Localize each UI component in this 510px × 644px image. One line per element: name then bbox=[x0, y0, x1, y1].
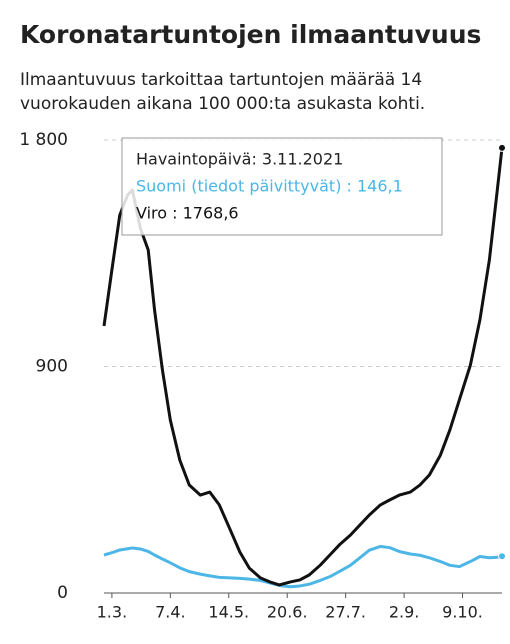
subtitle: vuorokauden aikana 100 000:ta asukasta k… bbox=[20, 94, 425, 114]
y-tick-label: 1 800 bbox=[19, 130, 68, 150]
y-tick-label: 900 bbox=[36, 357, 68, 377]
x-tick-label: 9.10. bbox=[442, 603, 483, 622]
x-tick-label: 1.3. bbox=[97, 603, 128, 622]
series-line bbox=[102, 147, 504, 587]
tooltip-text: Suomi (tiedot päivittyvät) : 146,1 bbox=[136, 177, 403, 196]
tooltip-box bbox=[121, 137, 443, 236]
tooltip-text: Viro : 1768,6 bbox=[136, 204, 239, 223]
subtitle: Ilmaantuvuus tarkoittaa tartuntojen määr… bbox=[20, 70, 422, 90]
x-tick-label: 20.6. bbox=[267, 603, 308, 622]
y-tick-label: 0 bbox=[57, 583, 68, 603]
chart-title: Koronatartuntojen ilmaantuvuus bbox=[20, 20, 481, 49]
x-tick-label: 7.4. bbox=[155, 603, 186, 622]
x-tick-label: 27.7. bbox=[325, 603, 366, 622]
end-dot bbox=[498, 143, 506, 152]
series-line bbox=[103, 544, 503, 589]
x-tick-label: 2.9. bbox=[389, 603, 420, 622]
x-tick-label: 14.5. bbox=[208, 603, 249, 622]
tooltip-text: Havaintopäivä: 3.11.2021 bbox=[136, 150, 343, 169]
end-dot bbox=[498, 552, 506, 561]
